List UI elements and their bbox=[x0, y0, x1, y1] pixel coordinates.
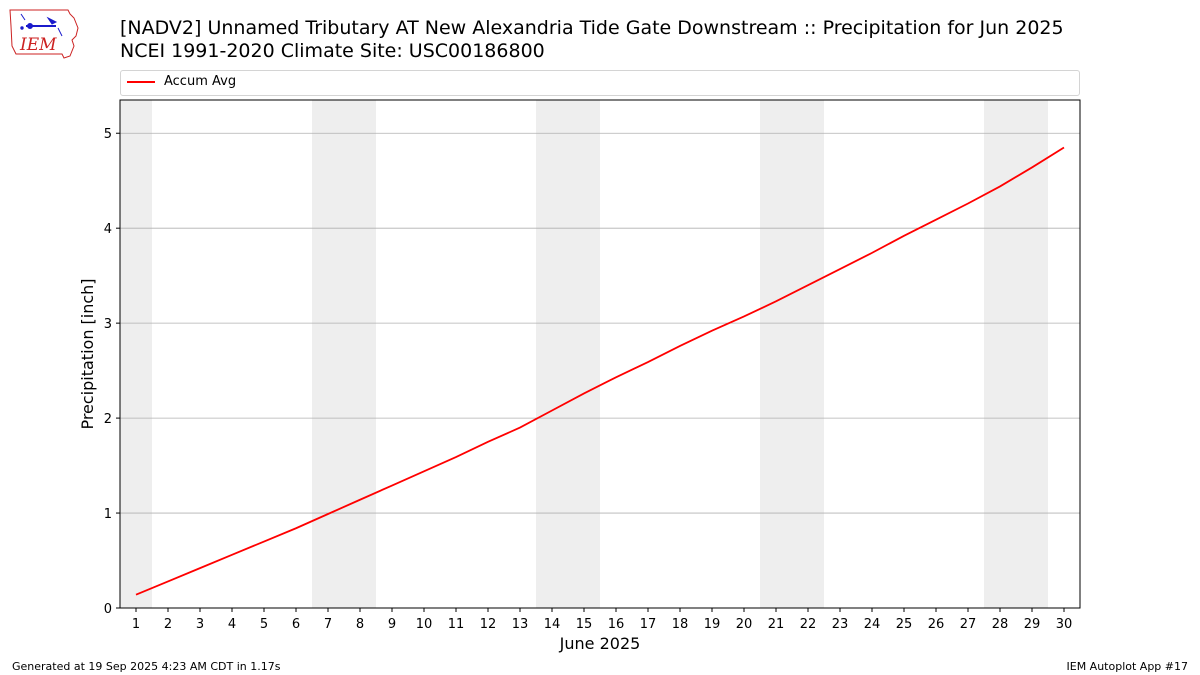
x-tick-label: 11 bbox=[448, 617, 465, 632]
x-tick-label: 20 bbox=[736, 617, 753, 632]
x-tick-label: 19 bbox=[704, 617, 721, 632]
y-tick-label: 2 bbox=[104, 412, 112, 427]
plot-frame bbox=[119, 99, 1081, 609]
x-tick-label: 25 bbox=[896, 617, 913, 632]
y-tick-label: 3 bbox=[104, 317, 112, 332]
x-tick-label: 10 bbox=[416, 617, 433, 632]
x-tick-label: 2 bbox=[164, 617, 172, 632]
chart-title-line1: [NADV2] Unnamed Tributary AT New Alexand… bbox=[120, 17, 1064, 39]
weekend-band bbox=[984, 100, 1048, 608]
legend-swatch-accum-avg bbox=[127, 81, 155, 83]
legend: Accum Avg bbox=[120, 70, 1080, 96]
x-tick-label: 9 bbox=[388, 617, 396, 632]
x-tick-label: 6 bbox=[292, 617, 300, 632]
x-tick-label: 7 bbox=[324, 617, 332, 632]
x-tick-label: 3 bbox=[196, 617, 204, 632]
x-tick-label: 12 bbox=[480, 617, 497, 632]
x-tick-label: 26 bbox=[928, 617, 945, 632]
x-tick-label: 17 bbox=[640, 617, 657, 632]
weekend-band bbox=[760, 100, 824, 608]
x-axis-label: June 2025 bbox=[559, 634, 641, 653]
x-tick-label: 15 bbox=[576, 617, 593, 632]
weekend-band bbox=[536, 100, 600, 608]
x-tick-label: 1 bbox=[132, 617, 140, 632]
logo-text: IEM bbox=[19, 35, 57, 55]
weekend-band bbox=[120, 100, 152, 608]
x-tick-label: 29 bbox=[1024, 617, 1041, 632]
legend-label-accum-avg: Accum Avg bbox=[164, 74, 237, 89]
x-tick-label: 5 bbox=[260, 617, 268, 632]
x-tick-label: 16 bbox=[608, 617, 625, 632]
x-tick-label: 4 bbox=[228, 617, 236, 632]
footer-generated-text: Generated at 19 Sep 2025 4:23 AM CDT in … bbox=[12, 660, 281, 673]
x-tick-label: 30 bbox=[1056, 617, 1073, 632]
series-line-accum-avg bbox=[135, 146, 1065, 596]
y-tick-label: 5 bbox=[104, 127, 112, 142]
x-tick-label: 21 bbox=[768, 617, 785, 632]
x-tick-label: 24 bbox=[864, 617, 881, 632]
y-axis-label: Precipitation [inch] bbox=[78, 278, 97, 429]
y-tick-label: 4 bbox=[104, 222, 112, 237]
iem-logo: IEM bbox=[9, 9, 79, 59]
footer-app-text: IEM Autoplot App #17 bbox=[1066, 660, 1189, 673]
chart-title-line2: NCEI 1991-2020 Climate Site: USC00186800 bbox=[120, 40, 545, 62]
y-tick-label: 0 bbox=[104, 602, 112, 617]
x-tick-label: 27 bbox=[960, 617, 977, 632]
x-tick-label: 8 bbox=[356, 617, 364, 632]
x-tick-label: 14 bbox=[544, 617, 561, 632]
x-tick-label: 28 bbox=[992, 617, 1009, 632]
x-tick-label: 13 bbox=[512, 617, 529, 632]
y-tick-label: 1 bbox=[104, 507, 112, 522]
x-tick-label: 22 bbox=[800, 617, 817, 632]
weather-symbols-icon bbox=[20, 13, 63, 37]
x-tick-label: 23 bbox=[832, 617, 849, 632]
iowa-outline-icon bbox=[9, 9, 79, 59]
weekend-band bbox=[312, 100, 376, 608]
x-tick-label: 18 bbox=[672, 617, 689, 632]
